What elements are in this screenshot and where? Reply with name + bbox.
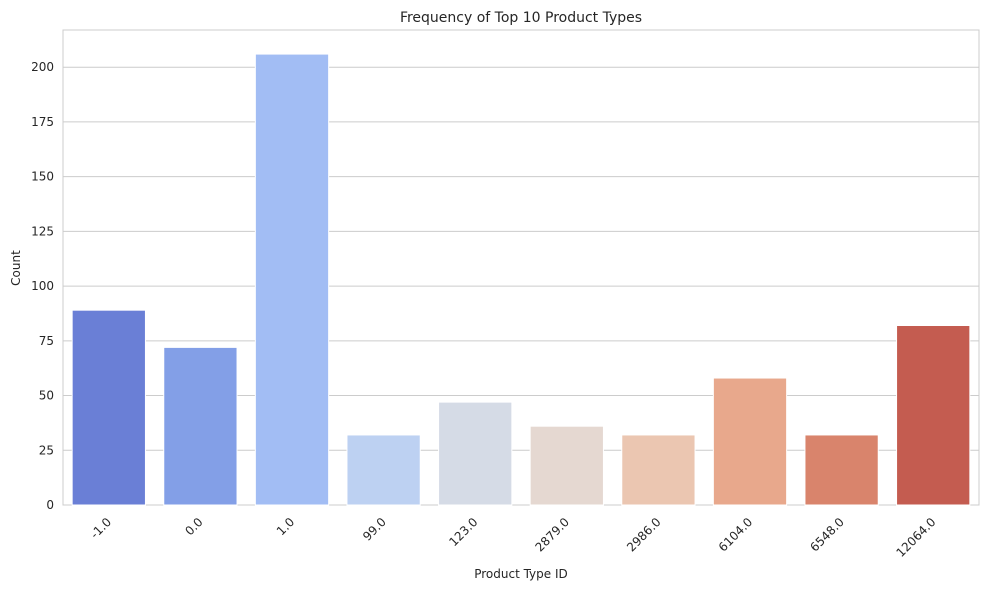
x-tick-label: 99.0 [360,515,389,544]
x-tick-label: 6548.0 [807,515,847,555]
bar-99.0 [346,434,421,506]
bar-2986.0 [621,434,696,506]
bar-12064.0 [896,325,971,506]
x-tick-label: 12064.0 [894,515,939,560]
bar-6104.0 [712,377,788,506]
y-tick-label: 175 [31,115,54,129]
x-tick-label: 2986.0 [624,515,664,555]
x-tick-label: 6104.0 [716,515,756,555]
plot-frame [62,29,980,506]
x-tick-label: 1.0 [274,515,297,538]
y-tick-label: 0 [46,498,54,512]
x-axis-title: Product Type ID [474,567,568,581]
x-tick-label: 0.0 [182,515,205,538]
y-axis-title: Count [9,250,23,286]
x-tick-label: 123.0 [446,515,480,549]
bar-6548.0 [804,434,879,506]
x-tick-label: 2879.0 [532,515,572,555]
bar-1.0 [254,53,330,506]
y-tick-label: 100 [31,279,54,293]
bar--1.0 [71,309,146,506]
chart-title: Frequency of Top 10 Product Types [400,10,642,26]
plot-area: 0 25 50 75 100 125 150 175 200 -1.0 0.0 1.0 99.0 123.… [31,29,980,560]
y-tick-label: 75 [39,334,54,348]
y-tick-label: 150 [31,170,54,184]
x-tick-label: -1.0 [88,515,114,541]
y-tick-label: 200 [31,60,54,74]
y-tick-label: 125 [31,224,54,238]
y-tick-label: 25 [39,443,54,457]
bar-2879.0 [529,425,604,506]
y-tick-label: 50 [39,389,54,403]
bar-0.0 [163,346,238,506]
bar-123.0 [438,401,513,506]
